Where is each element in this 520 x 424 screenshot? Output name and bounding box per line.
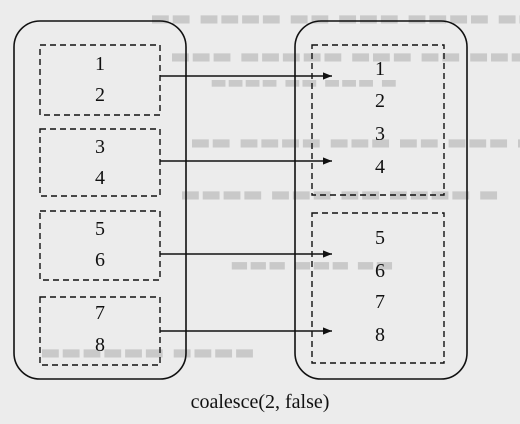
target-item: 8 <box>375 324 385 346</box>
target-rdd-container <box>294 20 468 380</box>
source-item: 3 <box>95 136 105 158</box>
target-partition-2 <box>311 212 445 364</box>
target-item: 7 <box>375 291 385 313</box>
source-partition-2 <box>39 128 161 197</box>
target-item: 4 <box>375 156 385 178</box>
source-item: 1 <box>95 53 105 75</box>
diagram-caption: coalesce(2, false) <box>190 391 330 413</box>
source-item: 4 <box>95 167 105 189</box>
target-item: 2 <box>375 90 385 112</box>
source-item: 8 <box>95 334 105 356</box>
target-partition-1 <box>311 44 445 196</box>
source-item: 5 <box>95 218 105 240</box>
source-item: 7 <box>95 302 105 324</box>
target-item: 3 <box>375 123 385 145</box>
target-item: 6 <box>375 260 385 282</box>
source-item: 6 <box>95 249 105 271</box>
source-rdd-container <box>13 20 187 380</box>
source-partition-3 <box>39 210 161 281</box>
source-item: 2 <box>95 84 105 106</box>
target-item: 5 <box>375 227 385 249</box>
target-item: 1 <box>375 58 385 80</box>
source-partition-1 <box>39 44 161 116</box>
